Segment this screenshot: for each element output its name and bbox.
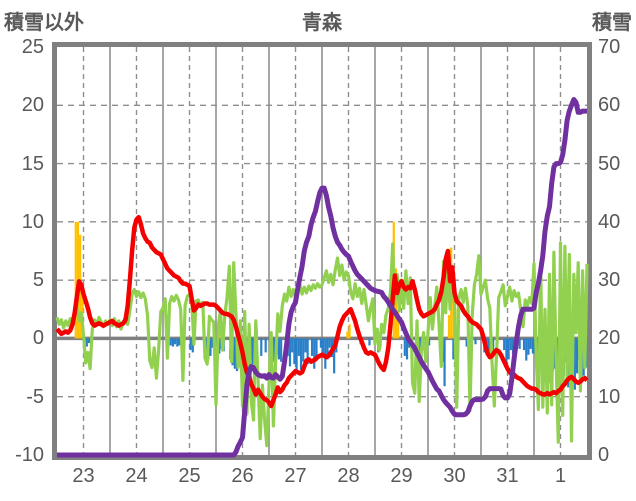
blue-bar <box>178 338 181 346</box>
blue-bar <box>328 338 331 348</box>
x-tick-label: 25 <box>178 465 201 487</box>
blue-bar <box>452 338 455 360</box>
x-tick-label: 29 <box>390 465 413 487</box>
red-line <box>55 214 589 409</box>
left-axis-title: 積雪以外 <box>4 12 84 34</box>
blue-bar <box>169 338 172 346</box>
purple-line <box>56 97 588 458</box>
plot-svg <box>55 47 589 458</box>
left-tick-label: 5 <box>32 269 44 292</box>
x-tick-label: 24 <box>125 465 148 487</box>
right-axis-title: 積雪 <box>592 12 632 34</box>
left-tick-label: 15 <box>21 152 44 175</box>
blue-bar <box>487 338 490 356</box>
x-tick-label: 27 <box>284 465 307 487</box>
blue-bar <box>297 338 300 356</box>
blue-bar <box>522 338 526 351</box>
x-tick-label: 26 <box>231 465 254 487</box>
blue-bar <box>525 338 528 361</box>
blue-bar <box>505 338 508 365</box>
left-tick-label: -10 <box>15 444 44 466</box>
chart-title: 青森 <box>302 12 342 34</box>
blue-bar <box>176 338 179 347</box>
green-line <box>55 241 589 448</box>
blue-bar <box>233 338 236 369</box>
blue-bar <box>315 338 318 360</box>
blue-bar <box>518 338 521 349</box>
blue-bar <box>507 338 510 360</box>
blue-bar <box>189 338 192 351</box>
blue-bar <box>273 338 276 362</box>
blue-bar <box>171 338 175 347</box>
right-tick-label: 0 <box>598 444 610 466</box>
orange-bar <box>447 315 451 339</box>
blue-bar <box>306 338 309 365</box>
x-tick-label: 1 <box>554 465 567 487</box>
left-tick-label: 10 <box>21 210 44 233</box>
blue-bar <box>529 338 532 349</box>
blue-bar <box>295 338 298 372</box>
blue-bar <box>85 338 88 347</box>
orange-bar <box>346 331 349 339</box>
blue-bar <box>174 338 177 345</box>
left-tick-label: -5 <box>26 385 44 408</box>
blue-bar <box>503 338 506 351</box>
blue-bar <box>293 338 296 365</box>
orange-bar <box>397 309 400 339</box>
blue-bar <box>575 338 579 374</box>
right-tick-label: 70 <box>598 36 621 58</box>
blue-bar <box>319 338 322 348</box>
blue-bar <box>443 338 446 387</box>
right-tick-label: 40 <box>598 210 621 233</box>
blue-bar <box>403 338 406 356</box>
x-tick-label: 28 <box>337 465 360 487</box>
blue-bar <box>264 338 267 353</box>
blue-bar <box>291 338 294 353</box>
blue-bar <box>304 338 307 353</box>
left-tick-label: 25 <box>21 36 44 58</box>
left-tick-label: 0 <box>32 327 44 350</box>
blue-bar <box>573 338 576 390</box>
blue-bar <box>299 338 303 370</box>
right-tick-label: 20 <box>598 327 621 350</box>
blue-bar <box>87 338 91 344</box>
x-tick-label: 31 <box>496 465 519 487</box>
blue-bar <box>251 338 254 365</box>
blue-bar <box>333 338 336 374</box>
blue-bar <box>209 338 212 356</box>
blue-bar <box>511 338 515 354</box>
right-tick-label: 50 <box>598 152 621 175</box>
blue-bar <box>260 338 263 356</box>
blue-bar <box>277 338 281 360</box>
right-tick-label: 10 <box>598 385 621 408</box>
x-tick-label: 23 <box>72 465 95 487</box>
blue-bar <box>302 338 305 362</box>
blue-bar <box>531 338 534 354</box>
blue-bar <box>428 338 431 346</box>
blue-bar <box>313 338 316 369</box>
blue-bar <box>492 338 495 354</box>
blue-bar <box>280 338 283 362</box>
x-tick-label: 30 <box>443 465 466 487</box>
blue-bar <box>322 338 325 356</box>
blue-bar <box>218 338 221 354</box>
blue-bar <box>405 338 409 360</box>
blue-bar <box>324 338 327 369</box>
blue-bar <box>527 338 530 355</box>
blue-bar <box>509 338 512 351</box>
blue-bar <box>368 338 371 346</box>
orange-bar <box>348 324 351 339</box>
right-tick-label: 60 <box>598 94 621 117</box>
orange-bar <box>74 221 77 339</box>
blue-bar <box>310 338 314 356</box>
right-tick-label: 30 <box>598 269 621 292</box>
blue-bar <box>288 338 292 367</box>
blue-bar <box>465 338 468 347</box>
blue-bar <box>474 338 477 345</box>
left-tick-label: 20 <box>21 94 44 117</box>
blue-bar <box>326 338 329 360</box>
blue-bar <box>211 338 214 348</box>
